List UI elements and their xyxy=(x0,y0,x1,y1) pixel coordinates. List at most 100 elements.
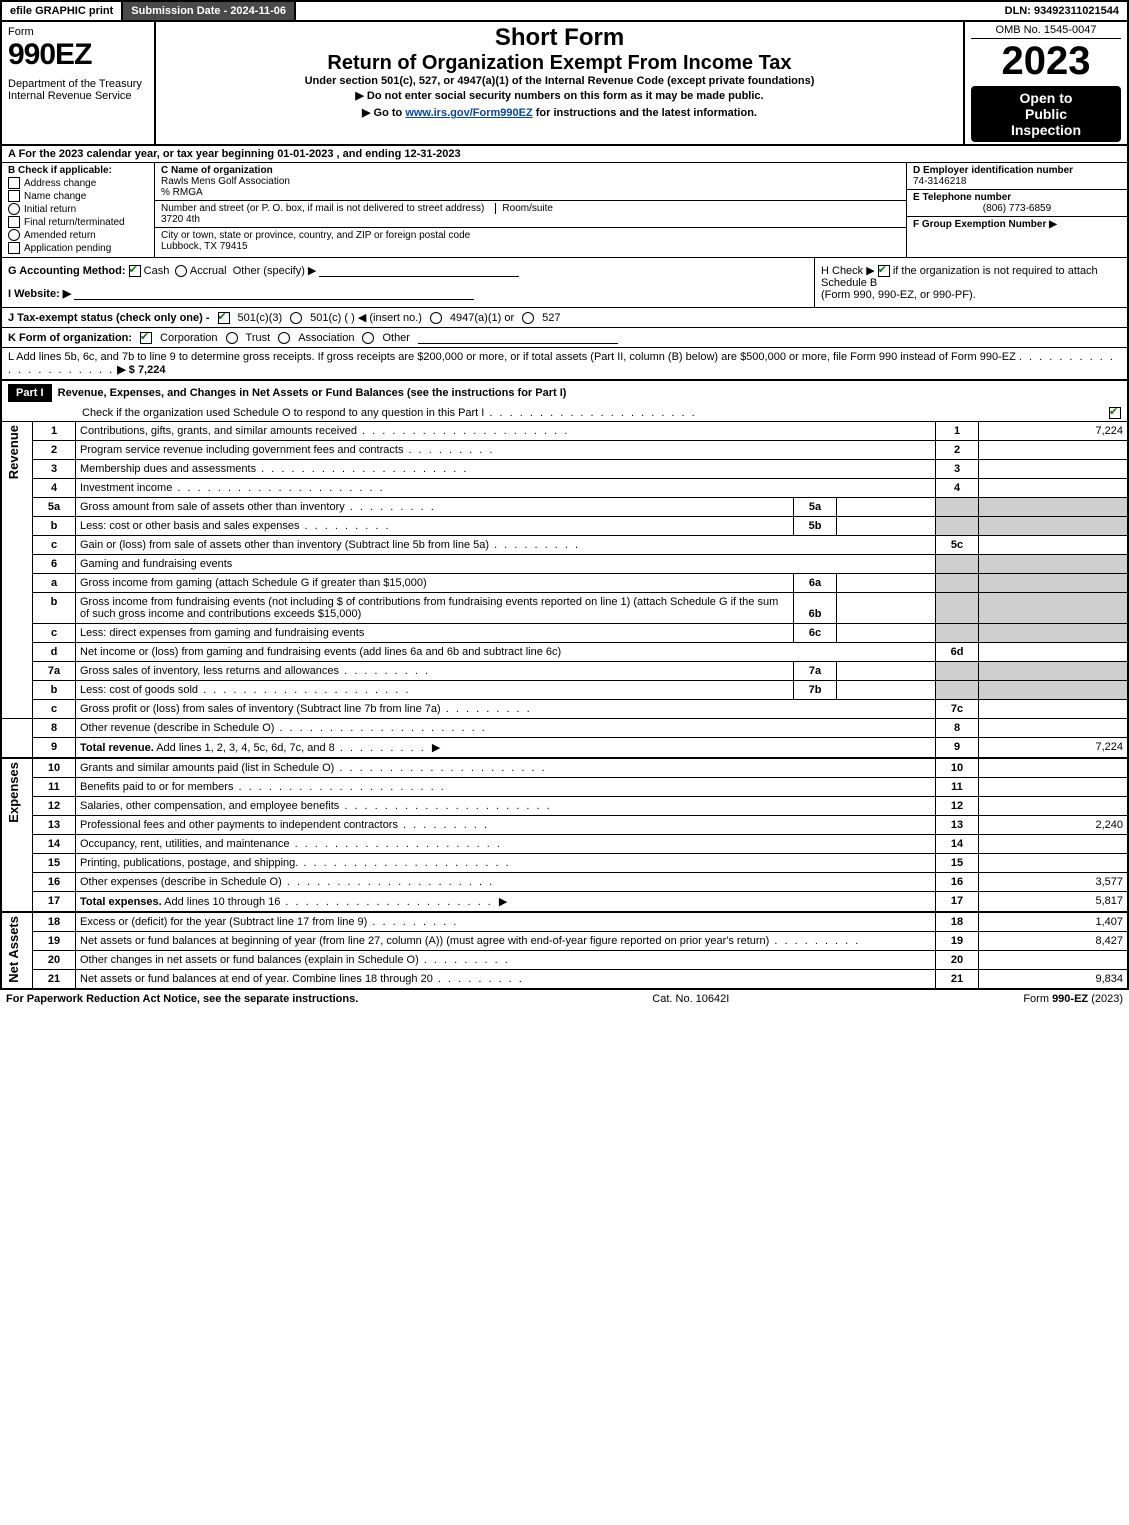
check-initial-return[interactable]: Initial return xyxy=(8,203,148,215)
header-right: OMB No. 1545-0047 2023 Open to Public In… xyxy=(963,22,1127,144)
dept-line-2: Internal Revenue Service xyxy=(8,90,148,102)
g-accounting: G Accounting Method: Cash Accrual Other … xyxy=(2,258,814,307)
e-tel-block: E Telephone number (806) 773-6859 xyxy=(907,190,1127,217)
val-line-10 xyxy=(979,758,1129,778)
check-application-pending[interactable]: Application pending xyxy=(8,242,148,254)
col-c-org-info: C Name of organization Rawls Mens Golf A… xyxy=(155,163,907,257)
val-line-8 xyxy=(979,719,1129,738)
g-label: G Accounting Method: xyxy=(8,265,126,277)
footer-left: For Paperwork Reduction Act Notice, see … xyxy=(6,993,358,1005)
radio-association[interactable] xyxy=(278,332,290,344)
check-corporation[interactable] xyxy=(140,332,152,344)
val-line-20 xyxy=(979,951,1129,970)
col-d-ein: D Employer identification number 74-3146… xyxy=(907,163,1127,257)
c-name-label: C Name of organization xyxy=(161,165,273,176)
section-expenses: Expenses xyxy=(1,758,33,912)
check-amended-return[interactable]: Amended return xyxy=(8,229,148,241)
check-cash[interactable] xyxy=(129,265,141,277)
part-i-badge: Part I xyxy=(8,384,52,402)
top-bar: efile GRAPHIC print Submission Date - 20… xyxy=(0,0,1129,22)
header-left: Form 990EZ Department of the Treasury In… xyxy=(2,22,156,144)
open-to-public-badge: Open to Public Inspection xyxy=(971,86,1121,142)
row-g-h: G Accounting Method: Cash Accrual Other … xyxy=(0,258,1129,308)
efile-label: efile GRAPHIC print xyxy=(2,2,123,20)
radio-accrual[interactable] xyxy=(175,265,187,277)
radio-4947[interactable] xyxy=(430,312,442,324)
c-address-block: Number and street (or P. O. box, if mail… xyxy=(155,201,906,228)
val-line-11 xyxy=(979,778,1129,797)
website-input[interactable] xyxy=(74,287,474,300)
val-line-1: 7,224 xyxy=(979,422,1129,441)
check-address-change[interactable]: Address change xyxy=(8,177,148,189)
val-line-16: 3,577 xyxy=(979,873,1129,892)
tax-year: 2023 xyxy=(971,39,1121,84)
other-org-input[interactable] xyxy=(418,331,618,344)
org-name: Rawls Mens Golf Association xyxy=(161,176,290,187)
radio-trust[interactable] xyxy=(226,332,238,344)
row-k-form-org: K Form of organization: Corporation Trus… xyxy=(0,328,1129,348)
b-label: B Check if applicable: xyxy=(8,165,148,176)
k-label: K Form of organization: xyxy=(8,332,132,344)
no-ssn-line: ▶ Do not enter social security numbers o… xyxy=(162,87,957,104)
radio-other-org[interactable] xyxy=(362,332,374,344)
section-net-assets: Net Assets xyxy=(1,912,33,989)
val-line-9: 7,224 xyxy=(979,738,1129,759)
i-website-label: I Website: ▶ xyxy=(8,288,71,300)
check-501c3[interactable] xyxy=(218,312,230,324)
c-name-block: C Name of organization Rawls Mens Golf A… xyxy=(155,163,906,201)
ein-value: 74-3146218 xyxy=(913,176,966,187)
short-form-title: Short Form xyxy=(162,24,957,52)
f-group-label: F Group Exemption Number ▶ xyxy=(913,219,1057,230)
page-footer: For Paperwork Reduction Act Notice, see … xyxy=(0,990,1129,1008)
l-amount: ▶ $ 7,224 xyxy=(117,364,165,376)
c-city-label: City or town, state or province, country… xyxy=(161,230,470,241)
open-line-3: Inspection xyxy=(973,122,1119,138)
omb-number: OMB No. 1545-0047 xyxy=(971,24,1121,39)
h-schedule-b: H Check ▶ if the organization is not req… xyxy=(814,258,1127,307)
footer-right: Form 990-EZ (2023) xyxy=(1023,993,1123,1005)
header-center: Short Form Return of Organization Exempt… xyxy=(156,22,963,144)
tel-value: (806) 773-6859 xyxy=(913,203,1121,214)
org-address: 3720 4th xyxy=(161,214,200,225)
section-revenue: Revenue xyxy=(1,422,33,719)
col-b-checkboxes: B Check if applicable: Address change Na… xyxy=(2,163,155,257)
val-line-3 xyxy=(979,460,1129,479)
c-room-label: Room/suite xyxy=(495,203,553,214)
val-line-19: 8,427 xyxy=(979,932,1129,951)
form-header: Form 990EZ Department of the Treasury In… xyxy=(0,22,1129,146)
row-l-gross-receipts: L Add lines 5b, 6c, and 7b to line 9 to … xyxy=(0,348,1129,381)
dept-line-1: Department of the Treasury xyxy=(8,78,148,90)
part-i-title: Revenue, Expenses, and Changes in Net As… xyxy=(58,387,567,399)
irs-link[interactable]: www.irs.gov/Form990EZ xyxy=(405,107,532,119)
check-name-change[interactable]: Name change xyxy=(8,190,148,202)
val-line-5c xyxy=(979,536,1129,555)
goto-line: ▶ Go to www.irs.gov/Form990EZ for instru… xyxy=(162,104,957,121)
form-number: 990EZ xyxy=(8,38,148,72)
d-ein-label: D Employer identification number xyxy=(913,165,1073,176)
val-line-7b xyxy=(837,681,936,700)
check-schedule-o-part-i[interactable] xyxy=(1109,407,1121,419)
open-line-2: Public xyxy=(973,106,1119,122)
radio-527[interactable] xyxy=(522,312,534,324)
val-line-6b xyxy=(837,593,936,624)
block-bcd: B Check if applicable: Address change Na… xyxy=(0,163,1129,258)
open-line-1: Open to xyxy=(973,90,1119,106)
val-line-13: 2,240 xyxy=(979,816,1129,835)
check-final-return[interactable]: Final return/terminated xyxy=(8,216,148,228)
topbar-spacer xyxy=(296,2,997,20)
radio-501c[interactable] xyxy=(290,312,302,324)
val-line-5b xyxy=(837,517,936,536)
val-line-18: 1,407 xyxy=(979,912,1129,932)
val-line-12 xyxy=(979,797,1129,816)
lines-table: Revenue 1 Contributions, gifts, grants, … xyxy=(0,422,1129,990)
check-schedule-b[interactable] xyxy=(878,265,890,277)
e-tel-label: E Telephone number xyxy=(913,192,1011,203)
l-text: L Add lines 5b, 6c, and 7b to line 9 to … xyxy=(8,351,1016,363)
val-line-14 xyxy=(979,835,1129,854)
val-line-6c xyxy=(837,624,936,643)
val-line-4 xyxy=(979,479,1129,498)
f-group-block: F Group Exemption Number ▶ xyxy=(907,217,1127,232)
val-line-21: 9,834 xyxy=(979,970,1129,990)
other-specify-input[interactable] xyxy=(319,264,519,277)
footer-center: Cat. No. 10642I xyxy=(652,993,729,1005)
